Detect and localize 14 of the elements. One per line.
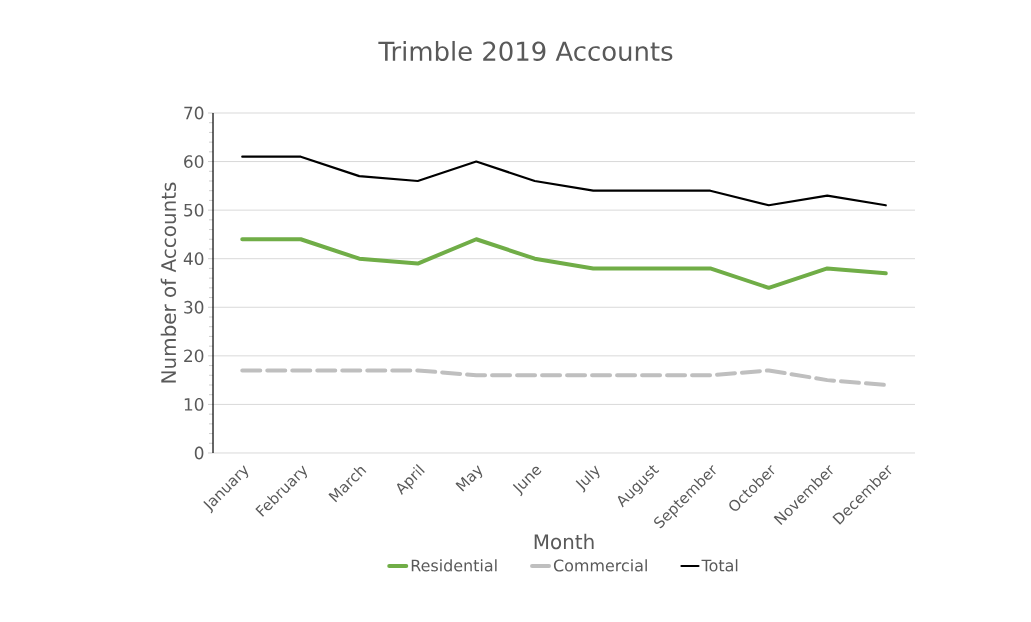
legend-label: Total [701, 559, 738, 572]
y-tick-label: 60 [184, 155, 204, 168]
x-axis-title: Month [534, 533, 594, 550]
y-tick-label: 10 [184, 398, 204, 411]
y-tick-label: 50 [184, 203, 204, 217]
y-tick-label: 20 [184, 349, 204, 363]
y-tick-label: 70 [184, 106, 204, 120]
y-tick-label: 40 [183, 252, 204, 266]
y-tick-label: 0 [194, 446, 204, 460]
chart-title: Trimble 2019 Accounts [378, 40, 673, 61]
legend-label: Residential [411, 559, 497, 572]
y-axis-title: Number of Accounts [160, 182, 177, 383]
y-tick-label: 30 [184, 300, 204, 314]
legend-label: Commercial [553, 559, 647, 572]
